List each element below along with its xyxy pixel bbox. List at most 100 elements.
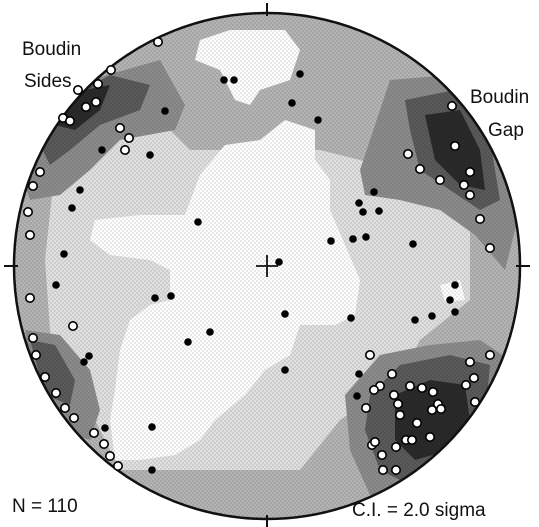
pole-filled-marker <box>68 204 76 212</box>
pole-open-marker <box>50 387 61 398</box>
pole-open-marker <box>93 79 104 90</box>
pole-filled-marker <box>281 310 289 318</box>
pole-open-marker <box>468 372 479 383</box>
pole-filled-marker <box>275 258 283 266</box>
pole-open-marker <box>360 402 371 413</box>
pole-filled-marker <box>52 281 60 289</box>
pole-open-marker <box>411 417 422 428</box>
pole-filled-marker <box>451 308 459 316</box>
pole-filled-marker <box>370 188 378 196</box>
label-boudin-gap-line2: Gap <box>488 120 524 141</box>
pole-open-marker <box>464 190 475 201</box>
pole-open-marker <box>99 438 110 449</box>
pole-open-marker <box>484 349 495 360</box>
pole-filled-marker <box>296 70 304 78</box>
pole-filled-marker <box>362 233 370 241</box>
pole-filled-marker <box>375 207 383 215</box>
pole-open-marker <box>460 379 471 390</box>
pole-filled-marker <box>359 208 367 216</box>
pole-open-marker <box>65 116 76 127</box>
pole-open-marker <box>414 164 425 175</box>
pole-open-marker <box>469 396 480 407</box>
pole-open-marker <box>369 436 380 447</box>
pole-filled-marker <box>411 316 419 324</box>
pole-open-marker <box>449 141 460 152</box>
pole-open-marker <box>388 389 399 400</box>
pole-open-marker <box>406 434 417 445</box>
pole-open-marker <box>386 368 397 379</box>
pole-filled-marker <box>194 218 202 226</box>
pole-filled-marker <box>314 116 322 124</box>
pole-open-marker <box>377 464 388 475</box>
pole-filled-marker <box>451 281 459 289</box>
pole-filled-marker <box>146 151 154 159</box>
pole-filled-marker <box>428 312 436 320</box>
pole-open-marker <box>22 207 33 218</box>
pole-open-marker <box>106 65 117 76</box>
label-boudin-sides-line2: Sides <box>24 71 72 92</box>
pole-open-marker <box>416 382 427 393</box>
center-cross <box>256 255 278 277</box>
pole-filled-marker <box>85 352 93 360</box>
pole-open-marker <box>30 349 41 360</box>
pole-open-marker <box>24 230 35 241</box>
pole-open-marker <box>424 431 435 442</box>
pole-open-marker <box>394 409 405 420</box>
pole-open-marker <box>464 356 475 367</box>
pole-filled-marker <box>98 146 106 154</box>
pole-filled-marker <box>446 296 454 304</box>
pole-open-marker <box>73 85 84 96</box>
pole-open-marker <box>39 371 50 382</box>
pole-filled-marker <box>167 292 175 300</box>
pole-open-marker <box>81 102 92 113</box>
pole-open-marker <box>24 292 35 303</box>
label-boudin-gap-line1: Boudin <box>470 87 530 108</box>
pole-open-marker <box>368 384 379 395</box>
pole-open-marker <box>91 97 102 108</box>
label-count: N = 110 <box>12 496 78 517</box>
pole-open-marker <box>34 167 45 178</box>
pole-filled-marker <box>206 328 214 336</box>
pole-filled-marker <box>355 199 363 207</box>
pole-open-marker <box>458 180 469 191</box>
pole-open-marker <box>474 214 485 225</box>
pole-filled-marker <box>409 240 417 248</box>
pole-filled-marker <box>76 186 84 194</box>
pole-open-marker <box>464 167 475 178</box>
pole-open-marker <box>113 460 124 471</box>
pole-filled-marker <box>148 466 156 474</box>
pole-filled-marker <box>148 423 156 431</box>
pole-open-marker <box>426 404 437 415</box>
pole-filled-marker <box>288 99 296 107</box>
pole-filled-marker <box>161 107 169 115</box>
pole-open-marker <box>59 402 70 413</box>
pole-filled-marker <box>184 338 192 346</box>
pole-filled-marker <box>230 76 238 84</box>
pole-filled-marker <box>281 366 289 374</box>
label-contour-interval: C.I. = 2.0 sigma <box>352 500 486 521</box>
pole-open-marker <box>402 149 413 160</box>
pole-open-marker <box>120 145 131 156</box>
pole-filled-marker <box>101 424 109 432</box>
pole-points <box>22 36 495 475</box>
pole-open-marker <box>124 133 135 144</box>
pole-filled-marker <box>327 237 335 245</box>
pole-open-marker <box>115 123 126 134</box>
pole-open-marker <box>68 320 79 331</box>
pole-open-marker <box>434 175 445 186</box>
pole-open-marker <box>484 243 495 254</box>
pole-filled-marker <box>80 358 88 366</box>
pole-open-marker <box>364 349 375 360</box>
pole-open-marker <box>390 441 401 452</box>
pole-filled-marker <box>349 235 357 243</box>
pole-filled-marker <box>151 294 159 302</box>
pole-open-marker <box>69 412 80 423</box>
pole-open-marker <box>27 332 38 343</box>
pole-open-marker <box>390 464 401 475</box>
pole-open-marker <box>427 386 438 397</box>
pole-open-marker <box>105 450 116 461</box>
pole-open-marker <box>404 380 415 391</box>
pole-filled-marker <box>347 314 355 322</box>
